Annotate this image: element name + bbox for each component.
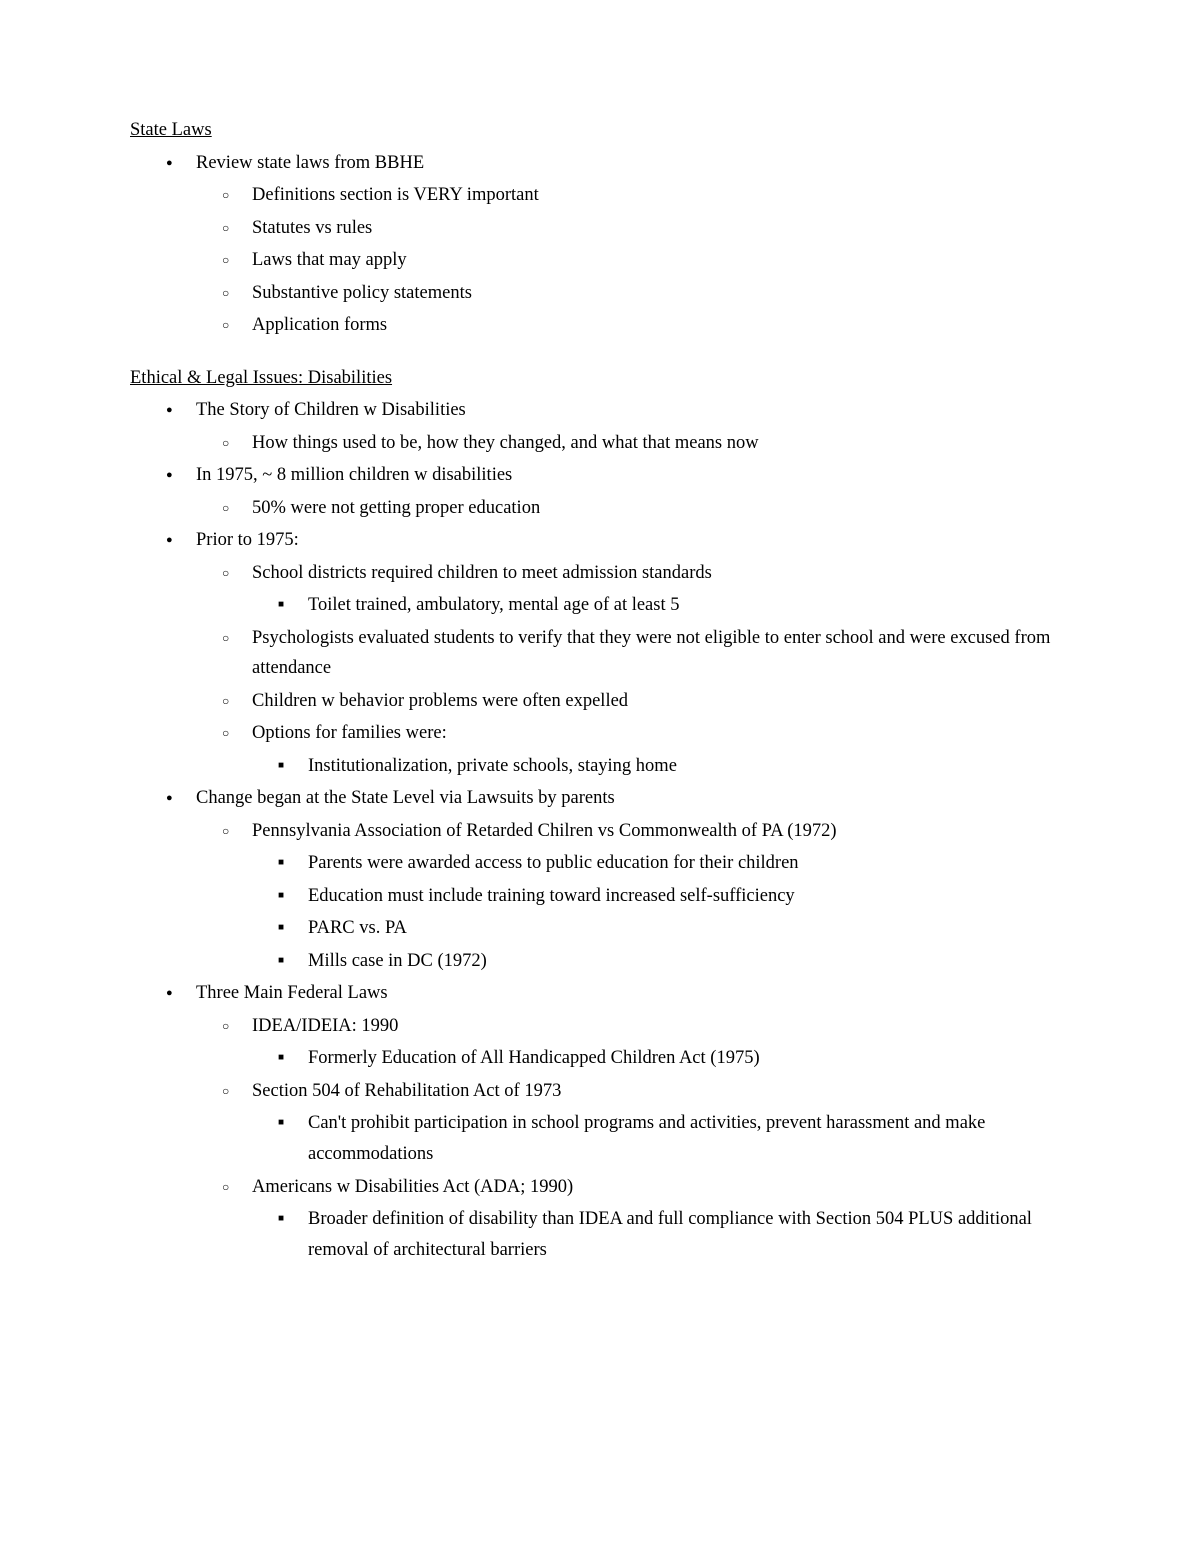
list-item: Definitions section is VERY important <box>196 180 1070 211</box>
document-page: State Laws Review state laws from BBHE D… <box>0 0 1200 1553</box>
item-text: Institutionalization, private schools, s… <box>308 756 677 776</box>
item-text: Statutes vs rules <box>252 218 372 238</box>
list-item: Americans w Disabilities Act (ADA; 1990)… <box>196 1172 1070 1266</box>
item-text: In 1975, ~ 8 million children w disabili… <box>196 465 512 485</box>
item-text: Psychologists evaluated students to veri… <box>252 628 1050 679</box>
item-text: Formerly Education of All Handicapped Ch… <box>308 1048 760 1068</box>
item-text: Options for families were: <box>252 723 447 743</box>
list-item: Mills case in DC (1972) <box>252 946 1070 977</box>
list-item: IDEA/IDEIA: 1990 Formerly Education of A… <box>196 1011 1070 1074</box>
list-item: Substantive policy statements <box>196 278 1070 309</box>
list-item: Psychologists evaluated students to veri… <box>196 623 1070 684</box>
bullet-list: Institutionalization, private schools, s… <box>252 751 1070 782</box>
list-item: Section 504 of Rehabilitation Act of 197… <box>196 1076 1070 1170</box>
bullet-list: Toilet trained, ambulatory, mental age o… <box>252 590 1070 621</box>
bullet-list: How things used to be, how they changed,… <box>196 428 1070 459</box>
list-item: Prior to 1975: School districts required… <box>130 525 1070 781</box>
item-text: The Story of Children w Disabilities <box>196 400 466 420</box>
item-text: Substantive policy statements <box>252 283 472 303</box>
item-text: Parents were awarded access to public ed… <box>308 853 799 873</box>
item-text: Mills case in DC (1972) <box>308 951 487 971</box>
list-item: How things used to be, how they changed,… <box>196 428 1070 459</box>
item-text: Section 504 of Rehabilitation Act of 197… <box>252 1081 561 1101</box>
list-item: Education must include training toward i… <box>252 881 1070 912</box>
item-text: School districts required children to me… <box>252 563 712 583</box>
item-text: IDEA/IDEIA: 1990 <box>252 1016 398 1036</box>
item-text: Toilet trained, ambulatory, mental age o… <box>308 595 679 615</box>
list-item: Children w behavior problems were often … <box>196 686 1070 717</box>
section-heading: Ethical & Legal Issues: Disabilities <box>130 363 1070 394</box>
bullet-list: Broader definition of disability than ID… <box>252 1204 1070 1265</box>
item-text: How things used to be, how they changed,… <box>252 433 759 453</box>
list-item: Laws that may apply <box>196 245 1070 276</box>
list-item: Pennsylvania Association of Retarded Chi… <box>196 816 1070 977</box>
list-item: Broader definition of disability than ID… <box>252 1204 1070 1265</box>
list-item: Institutionalization, private schools, s… <box>252 751 1070 782</box>
list-item: Application forms <box>196 310 1070 341</box>
item-text: 50% were not getting proper education <box>252 498 540 518</box>
list-item: PARC vs. PA <box>252 913 1070 944</box>
list-item: Options for families were: Institutional… <box>196 718 1070 781</box>
bullet-list: Review state laws from BBHE Definitions … <box>130 148 1070 341</box>
bullet-list: IDEA/IDEIA: 1990 Formerly Education of A… <box>196 1011 1070 1265</box>
list-item: Review state laws from BBHE Definitions … <box>130 148 1070 341</box>
item-text: Prior to 1975: <box>196 530 299 550</box>
bullet-list: Pennsylvania Association of Retarded Chi… <box>196 816 1070 977</box>
item-text: Change began at the State Level via Laws… <box>196 788 615 808</box>
list-item: Parents were awarded access to public ed… <box>252 848 1070 879</box>
section-ethical-legal: Ethical & Legal Issues: Disabilities The… <box>130 363 1070 1265</box>
bullet-list: Can't prohibit participation in school p… <box>252 1108 1070 1169</box>
section-heading: State Laws <box>130 115 1070 146</box>
item-text: PARC vs. PA <box>308 918 407 938</box>
bullet-list: 50% were not getting proper education <box>196 493 1070 524</box>
item-text: Pennsylvania Association of Retarded Chi… <box>252 821 837 841</box>
list-item: The Story of Children w Disabilities How… <box>130 395 1070 458</box>
list-item: In 1975, ~ 8 million children w disabili… <box>130 460 1070 523</box>
item-text: Laws that may apply <box>252 250 407 270</box>
list-item: Change began at the State Level via Laws… <box>130 783 1070 976</box>
list-item: 50% were not getting proper education <box>196 493 1070 524</box>
section-state-laws: State Laws Review state laws from BBHE D… <box>130 115 1070 341</box>
bullet-list: Parents were awarded access to public ed… <box>252 848 1070 976</box>
list-item: School districts required children to me… <box>196 558 1070 621</box>
list-item: Three Main Federal Laws IDEA/IDEIA: 1990… <box>130 978 1070 1265</box>
item-text: Three Main Federal Laws <box>196 983 388 1003</box>
item-text: Education must include training toward i… <box>308 886 795 906</box>
item-text: Broader definition of disability than ID… <box>308 1209 1032 1260</box>
list-item: Toilet trained, ambulatory, mental age o… <box>252 590 1070 621</box>
list-item: Formerly Education of All Handicapped Ch… <box>252 1043 1070 1074</box>
item-text: Americans w Disabilities Act (ADA; 1990) <box>252 1177 573 1197</box>
item-text: Review state laws from BBHE <box>196 153 424 173</box>
bullet-list: School districts required children to me… <box>196 558 1070 782</box>
item-text: Can't prohibit participation in school p… <box>308 1113 985 1164</box>
list-item: Statutes vs rules <box>196 213 1070 244</box>
bullet-list: Definitions section is VERY important St… <box>196 180 1070 341</box>
bullet-list: Formerly Education of All Handicapped Ch… <box>252 1043 1070 1074</box>
item-text: Application forms <box>252 315 387 335</box>
bullet-list: The Story of Children w Disabilities How… <box>130 395 1070 1265</box>
item-text: Children w behavior problems were often … <box>252 691 628 711</box>
item-text: Definitions section is VERY important <box>252 185 539 205</box>
list-item: Can't prohibit participation in school p… <box>252 1108 1070 1169</box>
